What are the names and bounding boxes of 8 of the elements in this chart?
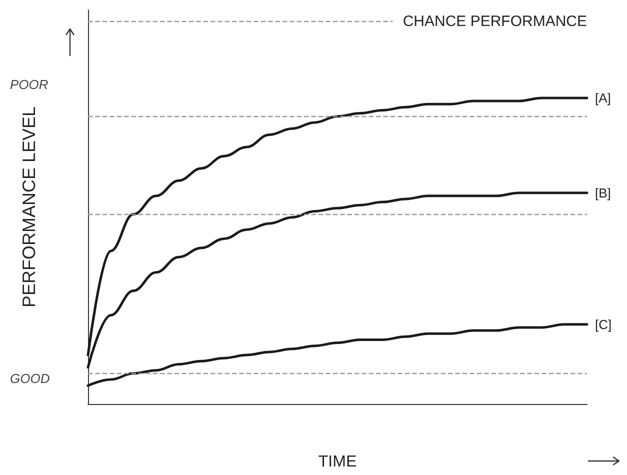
text: GOOD: [10, 371, 50, 386]
series-label: [B]: [595, 185, 611, 200]
x-axis-title: TIME: [318, 454, 357, 470]
y-axis-title: PERFORMANCE LEVEL: [19, 106, 39, 308]
text: POOR: [10, 77, 48, 92]
series-label: [C]: [595, 316, 612, 332]
ref-line-label: CHANCE PERFORMANCE: [402, 12, 587, 30]
series-label: [A]: [595, 90, 611, 106]
